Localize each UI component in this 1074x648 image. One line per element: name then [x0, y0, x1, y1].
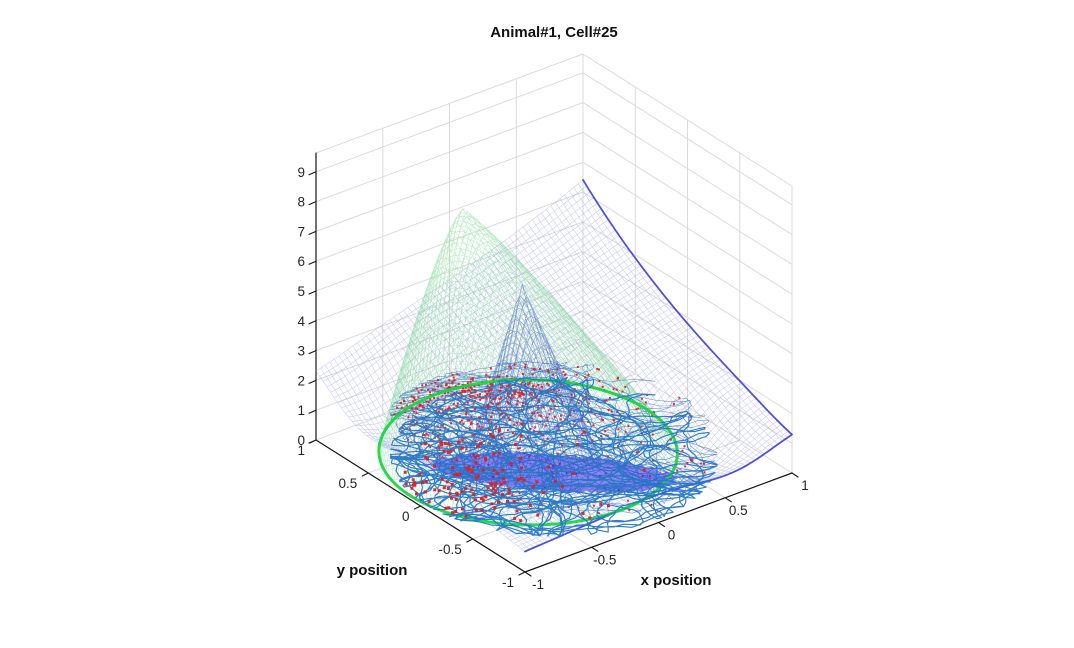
floor-trajectory [389, 376, 718, 537]
z-tick-label: 7 [297, 224, 305, 239]
x-tick-label: 0.5 [729, 503, 748, 518]
figure-title: Animal#1, Cell#25 [490, 24, 618, 41]
y-tick-label: -0.5 [439, 542, 462, 557]
y-axis-label: y position [336, 562, 408, 579]
z-tick-label: 5 [297, 284, 305, 299]
z-tick-label: 3 [297, 344, 305, 359]
y-tick-label: 1 [297, 443, 305, 458]
z-tick-label: 2 [297, 373, 305, 388]
z-tick-label: 9 [297, 165, 305, 180]
y-tick-label: 0.5 [339, 476, 358, 491]
x-tick-label: 0 [668, 528, 676, 543]
x-axis-label: x position [640, 572, 712, 589]
x-tick-label: -1 [532, 577, 544, 592]
x-tick-label: -0.5 [593, 552, 616, 567]
x-tick-label: 1 [801, 478, 809, 493]
z-tick-label: 8 [297, 195, 305, 210]
y-tick-label: 0 [402, 509, 410, 524]
tick-marks [308, 171, 799, 577]
y-tick-label: -1 [502, 575, 514, 590]
dome-spike-dots [393, 363, 706, 515]
z-tick-label: 0 [297, 433, 305, 448]
z-tick-label: 1 [297, 403, 305, 418]
z-tick-label: 4 [297, 314, 305, 329]
z-tick-label: 6 [297, 254, 305, 269]
